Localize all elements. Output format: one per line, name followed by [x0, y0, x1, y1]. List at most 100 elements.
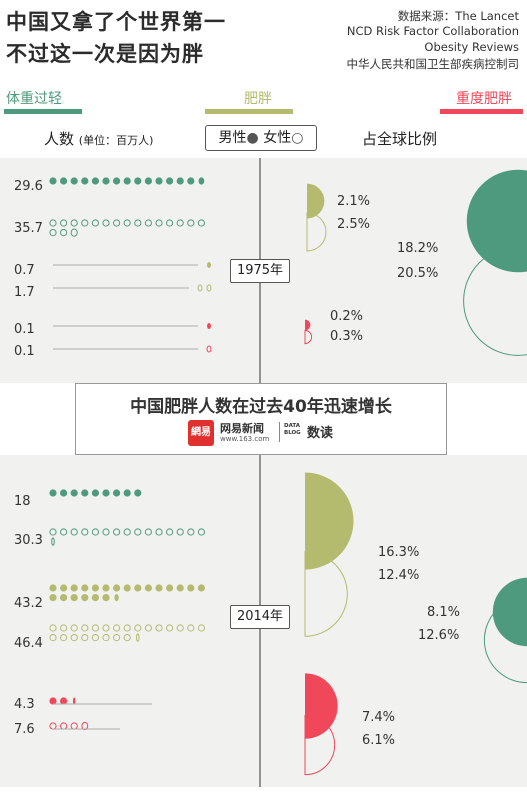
people-dot — [197, 219, 205, 227]
people-dot — [49, 584, 57, 592]
people-dot — [123, 489, 131, 497]
people-dot — [166, 219, 174, 227]
people-dot — [60, 489, 68, 497]
people-dot — [123, 634, 131, 642]
share-1975-underweight-male: 18.2% — [397, 241, 439, 256]
people-dot — [176, 624, 184, 632]
people-dot — [60, 229, 68, 237]
share-circle-1975-underweight-female — [463, 246, 527, 356]
people-dot — [166, 584, 174, 592]
brand-name: 网易新闻 — [220, 422, 264, 435]
share-circle-1975-severe-male — [305, 319, 311, 331]
share-1975-obese-male: 2.1% — [337, 194, 371, 209]
people-dot — [91, 624, 100, 632]
people-dot — [134, 219, 142, 227]
data-column-label: 数读 — [307, 426, 334, 441]
people-dot — [102, 489, 110, 497]
male-filled-dot-icon: ● — [246, 130, 259, 146]
people-dot — [176, 177, 184, 185]
people-dot — [166, 177, 174, 185]
people-dot — [123, 584, 131, 592]
people-dot — [81, 177, 89, 185]
source-line-2: NCD Risk Factor Collaboration — [346, 24, 519, 38]
value-2014-severe-male: 4.3 — [14, 697, 35, 712]
people-small-dot — [206, 284, 212, 292]
chart-title-line2: 不过这一次是因为胖 — [6, 42, 204, 66]
people-partial-dot — [81, 721, 89, 731]
people-dot — [113, 528, 121, 536]
share-1975-severe-male: 0.2% — [330, 309, 364, 324]
people-dot — [144, 624, 152, 632]
people-unit: (单位：百万人) — [78, 134, 154, 147]
people-small-dot — [207, 322, 211, 330]
share-circle-2014-obese-female — [304, 551, 348, 637]
people-partial-dot — [72, 697, 76, 705]
brand-divider — [279, 422, 280, 442]
value-2014-obese-female: 46.4 — [14, 636, 43, 651]
people-dot — [176, 219, 184, 227]
legend-obese-label: 肥胖 — [244, 91, 272, 107]
people-dot — [187, 219, 195, 227]
people-dot — [144, 584, 152, 592]
people-dot — [81, 594, 89, 602]
people-dot — [155, 219, 163, 227]
people-dot — [123, 219, 131, 227]
people-dot — [70, 489, 78, 497]
people-dot — [144, 219, 152, 227]
people-dot — [113, 219, 121, 227]
people-dot — [155, 584, 163, 592]
people-dot — [70, 594, 78, 602]
people-dot — [123, 624, 131, 632]
people-dot — [187, 177, 195, 185]
people-dot — [176, 584, 184, 592]
female-hollow-dot-icon: ○ — [291, 130, 304, 146]
source-line-3: Obesity Reviews — [424, 40, 519, 54]
people-dot — [176, 528, 184, 536]
people-dot — [49, 697, 57, 705]
people-dot — [123, 177, 131, 185]
legend-underweight-label: 体重过轻 — [6, 91, 62, 107]
male-legend-label: 男性 — [218, 130, 247, 146]
people-dot — [123, 528, 131, 536]
share-2014-underweight-female: 12.6% — [418, 628, 460, 643]
people-dot — [70, 528, 78, 536]
value-1975-severe-male: 0.1 — [14, 322, 35, 337]
share-circle-2014-underweight-female — [483, 596, 527, 684]
people-header-text: 人数 — [44, 130, 75, 148]
people-dot — [60, 634, 68, 642]
share-1975-severe-female: 0.3% — [330, 329, 364, 344]
people-dot — [60, 528, 68, 536]
people-dot — [81, 528, 89, 536]
people-dot — [91, 528, 100, 536]
share-2014-obese-male: 16.3% — [378, 545, 420, 560]
people-dot — [144, 177, 152, 185]
people-dot — [60, 177, 68, 185]
netease-logo-icon: 網易 — [188, 420, 214, 446]
people-dot — [91, 219, 100, 227]
people-dot — [60, 584, 68, 592]
share-2014-underweight-male: 8.1% — [427, 605, 461, 620]
people-dot — [102, 634, 110, 642]
chart-title-line1: 中国又拿了个世界第一 — [6, 10, 226, 34]
headline-text: 中国肥胖人数在过去40年迅速增长 — [130, 397, 392, 417]
value-1975-obese-female: 1.7 — [14, 285, 35, 300]
share-circle-1975-underweight-male — [466, 169, 527, 273]
people-partial-dot — [198, 177, 205, 185]
value-1975-obese-male: 0.7 — [14, 263, 35, 278]
share-circle-2014-obese-male — [305, 472, 354, 570]
legend-severe-label: 重度肥胖 — [456, 91, 512, 107]
share-2014-severe-female: 6.1% — [362, 733, 396, 748]
brand-url: www.163.com — [220, 435, 270, 443]
people-partial-dot — [51, 537, 55, 546]
people-dot — [102, 177, 110, 185]
people-dot — [70, 624, 78, 632]
people-dot — [187, 584, 195, 592]
people-dot — [70, 584, 78, 592]
people-small-dot — [197, 284, 203, 292]
legend-severe-bar — [440, 109, 523, 114]
source-line-4: 中华人民共和国卫生部疾病控制司 — [346, 57, 520, 71]
people-dot — [102, 624, 110, 632]
people-header: 人数 (单位：百万人) — [44, 128, 153, 149]
headline-box: 中国肥胖人数在过去40年迅速增长 網易 网易新闻 www.163.com DAT… — [75, 383, 447, 455]
people-partial-dot — [114, 594, 119, 602]
